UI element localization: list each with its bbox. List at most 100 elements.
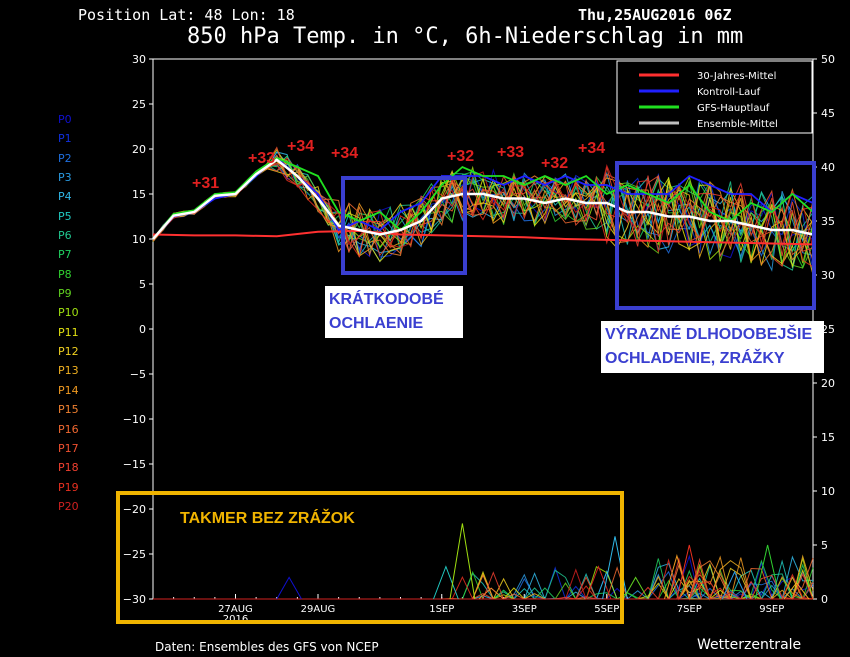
precip-peak xyxy=(721,570,748,600)
x-tick-label: 9SEP xyxy=(759,604,784,615)
temp-annotation: +33 xyxy=(497,144,524,161)
member-label-p11: P11 xyxy=(58,325,79,339)
temp-annotation: +34 xyxy=(287,138,314,155)
precip-peak xyxy=(433,565,459,600)
y-right-tick-label: 5 xyxy=(821,539,828,552)
x-tick-label: 5SEP xyxy=(594,604,619,615)
long-term-cooling-note: VÝRAZNÉ DLHODOBEJŠIE OCHLADENIE, ZRÁŽKY xyxy=(601,321,824,373)
member-label-p18: P18 xyxy=(58,461,79,475)
series-line-ensemble-mittel xyxy=(152,158,814,240)
y-left-tick-label: −5 xyxy=(130,368,146,381)
ensemble-member-line-p13 xyxy=(152,160,814,275)
member-precip-line-p20 xyxy=(153,568,814,600)
member-label-p12: P12 xyxy=(58,345,79,359)
run-date: Thu,25AUG2016 06Z xyxy=(578,6,732,24)
y-left-tick-label: −10 xyxy=(123,413,146,426)
temp-annotation: +34 xyxy=(578,140,605,157)
member-label-p10: P10 xyxy=(58,306,79,320)
y-left-tick-label: 0 xyxy=(139,323,146,336)
member-label-p0: P0 xyxy=(58,113,72,126)
member-label-p1: P1 xyxy=(58,132,72,146)
y-left-tick-label: 5 xyxy=(139,278,146,291)
precip-peak xyxy=(449,523,476,600)
y-left-tick-label: 10 xyxy=(132,233,146,246)
member-label-p7: P7 xyxy=(58,248,72,262)
brand-name: Wetterzentrale xyxy=(697,637,802,653)
position-label: Position Lat: 48 Lon: 18 xyxy=(78,6,295,24)
precip-peak xyxy=(754,544,781,600)
y-right-tick-label: 30 xyxy=(821,269,835,282)
y-right-tick-label: 50 xyxy=(821,53,835,66)
member-label-p20: P20 xyxy=(58,499,79,513)
y-left-tick-label: −30 xyxy=(123,593,146,606)
y-right-tick-label: 45 xyxy=(821,107,835,120)
member-label-p4: P4 xyxy=(58,190,72,204)
y-left-tick-label: 25 xyxy=(132,98,146,111)
no-precip-highlight-box xyxy=(116,491,624,624)
x-tick-label: 3SEP xyxy=(512,604,537,615)
legend-label: Kontroll-Lauf xyxy=(697,87,761,98)
y-left-tick-label: −15 xyxy=(123,458,146,471)
precip-peak xyxy=(585,565,612,600)
temp-annotation: +31 xyxy=(192,175,219,192)
legend-label: Ensemble-Mittel xyxy=(697,119,778,130)
series-line-gfs-hauptlauf xyxy=(152,156,814,240)
x-tick-year-label: 2016 xyxy=(223,614,248,625)
member-label-p3: P3 xyxy=(58,171,72,185)
precip-peak xyxy=(783,581,810,600)
x-tick-label: 27AUG xyxy=(218,604,253,615)
chart-title: 850 hPa Temp. in °C, 6h-Niederschlag in … xyxy=(187,24,744,49)
precip-peak xyxy=(622,576,649,600)
temp-annotation: +34 xyxy=(331,145,358,162)
member-label-p17: P17 xyxy=(58,441,79,455)
legend-label: GFS-Hauptlauf xyxy=(697,103,770,114)
member-label-p6: P6 xyxy=(58,229,72,243)
y-right-tick-label: 15 xyxy=(821,431,835,444)
member-label-p13: P13 xyxy=(58,364,79,378)
y-left-tick-label: 30 xyxy=(132,53,146,66)
y-right-tick-label: 40 xyxy=(821,161,835,174)
y-left-tick-label: 15 xyxy=(132,188,146,201)
member-label-p8: P8 xyxy=(58,267,72,281)
member-label-p19: P19 xyxy=(58,480,79,494)
x-tick-label: 1SEP xyxy=(429,604,454,615)
precip-peak xyxy=(276,576,302,600)
y-left-tick-label: −20 xyxy=(123,503,146,516)
member-label-p9: P9 xyxy=(58,287,72,301)
precip-peak xyxy=(664,553,690,600)
precip-peak xyxy=(478,587,504,600)
series-line-30-jahres-mittel xyxy=(152,229,814,246)
y-left-tick-label: 20 xyxy=(132,143,146,156)
y-right-tick-label: 35 xyxy=(821,215,835,228)
long-term-highlight-box xyxy=(615,161,816,310)
no-precip-note: TAKMER BEZ ZRÁŽOK xyxy=(180,510,355,527)
long-term-line-2: OCHLADENIE, ZRÁŽKY xyxy=(605,350,785,367)
member-label-p5: P5 xyxy=(58,209,72,223)
short-term-cooling-note: KRÁTKODOBÉ OCHLAENIE xyxy=(325,286,463,338)
legend-label: 30-Jahres-Mittel xyxy=(697,71,776,82)
member-label-p14: P14 xyxy=(58,383,79,397)
ensemble-member-line-p12 xyxy=(152,167,814,265)
y-right-tick-label: 25 xyxy=(821,323,835,336)
long-term-line-1: VÝRAZNÉ DLHODOBEJŠIE xyxy=(605,326,813,343)
data-source: Daten: Ensembles des GFS von NCEP xyxy=(155,640,379,654)
legend-box xyxy=(616,60,813,134)
member-label-p16: P16 xyxy=(58,422,79,436)
precip-peak xyxy=(676,544,703,600)
member-label-p2: P2 xyxy=(58,151,72,165)
y-left-tick-label: −25 xyxy=(123,548,146,561)
ensemble-member-list: P0 P1 P2 P3 P4 P5 P6 P7 P8 P9 P10 P11 P12 P13 P14 P15 P1… xyxy=(58,110,79,516)
x-tick-label: 29AUG xyxy=(301,604,336,615)
y-right-tick-label: 20 xyxy=(821,377,835,390)
member-label-p15: P15 xyxy=(58,403,79,417)
y-right-tick-label: 10 xyxy=(821,485,835,498)
temp-annotation: +32 xyxy=(447,148,474,165)
temp-annotation: +32 xyxy=(541,155,568,172)
temp-annotation: +33 xyxy=(248,150,275,167)
short-term-line-2: OCHLAENIE xyxy=(329,315,424,332)
short-term-line-1: KRÁTKODOBÉ xyxy=(329,291,444,308)
y-right-tick-label: 0 xyxy=(821,593,828,606)
short-term-highlight-box xyxy=(341,176,467,275)
x-tick-label: 7SEP xyxy=(677,604,702,615)
